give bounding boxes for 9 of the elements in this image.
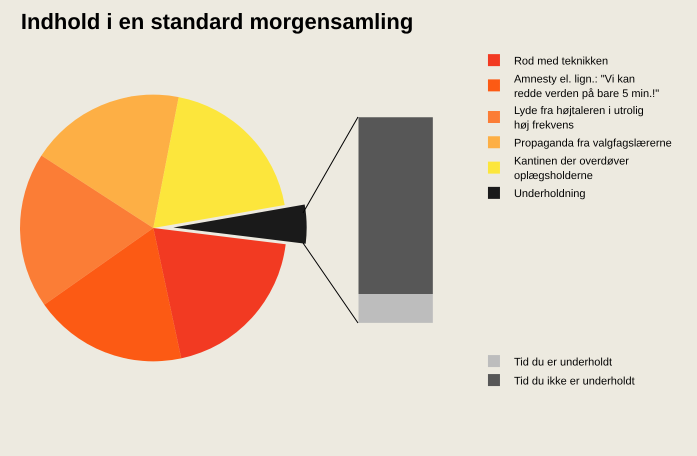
legend-label: Tid du ikke er underholdt <box>514 375 635 388</box>
legend-label: Propaganda fra valgfagslærerne <box>514 138 672 150</box>
chart-title: Indhold i en standard morgensamling <box>20 9 414 34</box>
legend-label: Amnesty el. lign.: "Vi kan redde verden på bare 5 min.!" <box>514 74 660 100</box>
legend-label: Rod med teknikken <box>514 55 608 68</box>
legend-label: Underholdning <box>514 188 586 200</box>
legend-label: Tid du er underholdt <box>514 356 612 368</box>
legend-label: Kantinen der overdøver oplægsholderne <box>514 156 630 182</box>
legend-label: Lyde fra højtaleren i utrolig høj frekvens <box>514 105 644 132</box>
